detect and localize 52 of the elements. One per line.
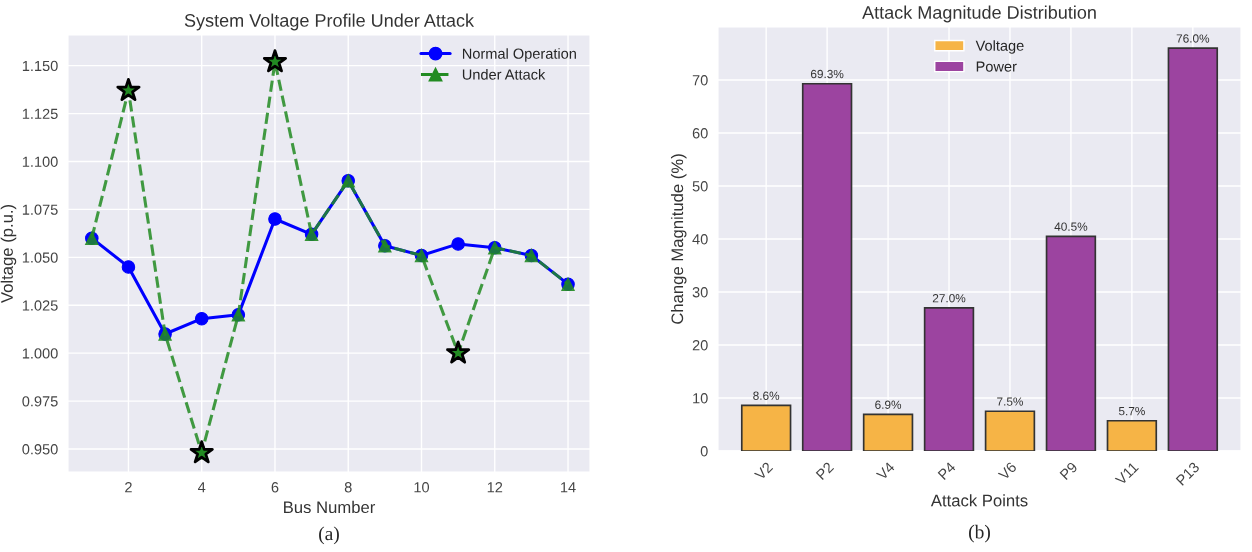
x-tick-label: 10: [414, 482, 430, 493]
y-tick-label: 1.100: [22, 156, 58, 167]
x-tick-label: P13: [1175, 461, 1200, 486]
data-label: 5.7%: [1118, 406, 1145, 416]
y-tick-label: 0.975: [22, 396, 58, 407]
y-tick-label: 40: [692, 234, 708, 245]
x-tick-label: 8: [344, 482, 352, 493]
y-tick-label: 1.050: [22, 252, 58, 263]
x-tick-label: V2: [753, 461, 774, 481]
y-tick-label: 30: [692, 287, 708, 298]
y-tick-label: 60: [692, 128, 708, 139]
x-tick-label: 6: [271, 482, 279, 493]
x-tick-label: 14: [561, 482, 576, 493]
x-tick-label: 4: [197, 482, 206, 493]
legend-label: Voltage: [975, 40, 1024, 54]
y-tick-label: 1.075: [22, 204, 58, 215]
data-label: 69.3%: [810, 69, 844, 79]
x-tick-label: 12: [487, 482, 503, 493]
x-axis-title: Bus Number: [284, 500, 376, 514]
x-axis-title: Attack Points: [930, 494, 1028, 507]
x-tick-label: P4: [937, 461, 957, 480]
x-tick-label: P2: [815, 461, 835, 480]
chart-title: System Voltage Profile Under Attack: [184, 13, 475, 31]
data-label: 27.0%: [932, 294, 966, 303]
x-tick-label: P9: [1059, 461, 1079, 481]
y-tick-label: 1.125: [22, 108, 58, 120]
y-tick-label: 50: [692, 181, 708, 192]
x-tick-label: V6: [997, 461, 1018, 481]
data-label: 8.6%: [753, 391, 780, 400]
x-tick-label: V4: [875, 461, 896, 481]
y-axis-title: Change Magnitude (%): [670, 154, 687, 324]
data-label: 7.5%: [997, 397, 1024, 406]
y-tick-label: 10: [693, 393, 708, 404]
y-tick-label: 0: [700, 446, 708, 457]
y-tick-label: 1.000: [22, 348, 58, 359]
legend-label: Normal Operation: [462, 48, 576, 62]
text: (b): [969, 524, 990, 543]
y-tick-label: 0.950: [22, 444, 58, 455]
legend-label: Power: [976, 61, 1017, 72]
data-label: 6.9%: [875, 400, 902, 409]
x-tick-label: V11: [1114, 461, 1139, 486]
chart-title: Attack Magnitude Distribution: [862, 5, 1096, 23]
text: (a): [319, 526, 339, 545]
y-tick-label: 70: [692, 75, 708, 86]
legend-label: Under Attack: [462, 69, 546, 80]
y-axis-title: Voltage (p.u.): [0, 204, 17, 303]
x-tick-label: 2: [125, 482, 132, 493]
data-label: 76.0%: [1176, 34, 1210, 43]
y-tick-label: 1.150: [22, 60, 58, 72]
y-tick-label: 20: [692, 340, 708, 351]
data-label: 40.5%: [1054, 222, 1088, 231]
y-tick-label: 1.025: [22, 300, 58, 311]
